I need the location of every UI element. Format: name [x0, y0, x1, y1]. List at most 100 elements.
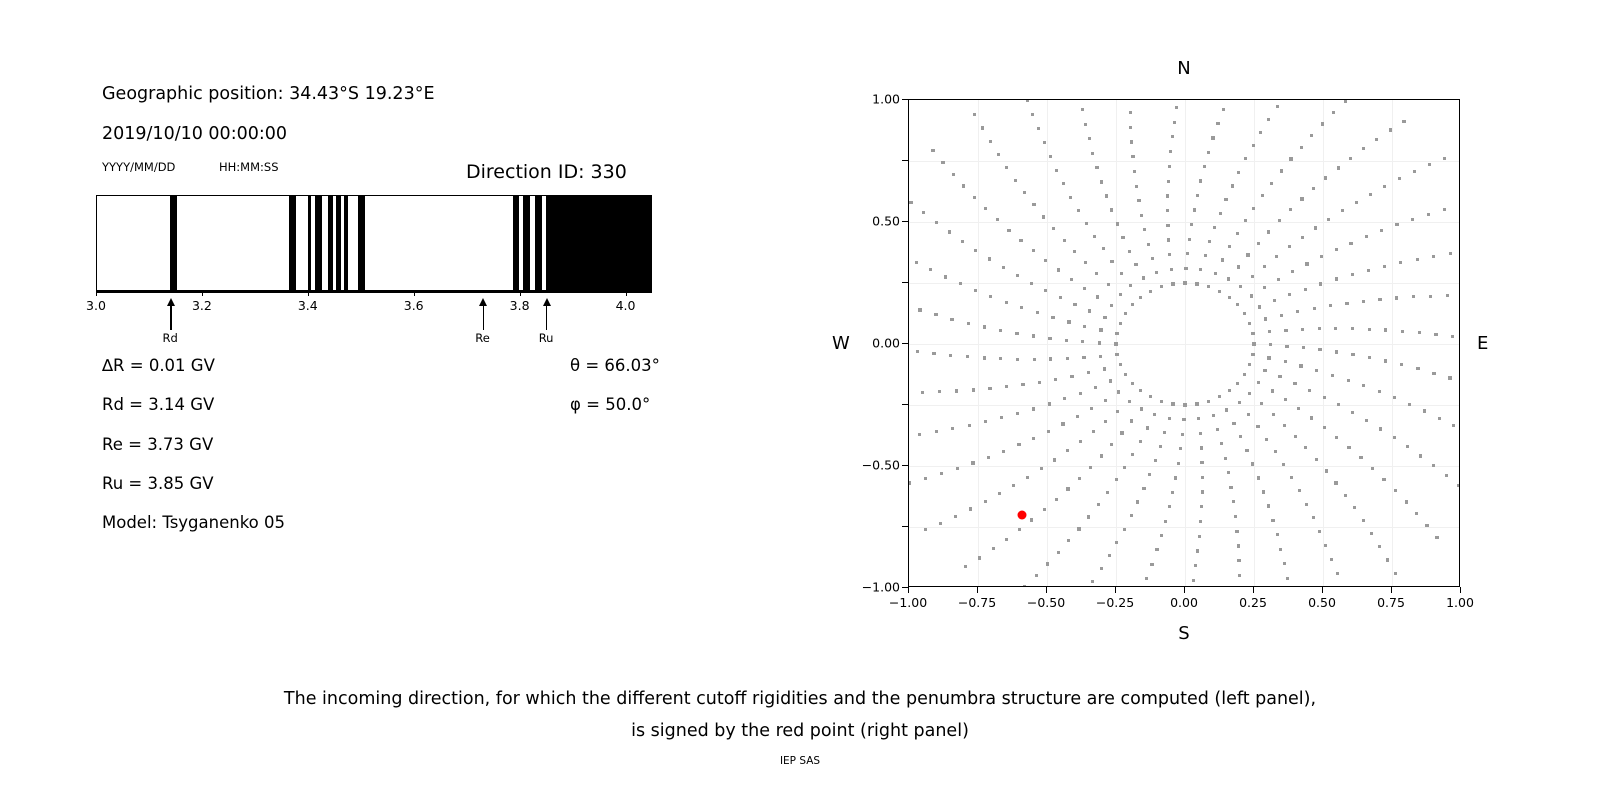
- direction-point: [1136, 500, 1140, 504]
- param-delta-r: ∆R = 0.01 GV: [102, 356, 215, 375]
- direction-point: [1375, 137, 1379, 141]
- direction-point: [939, 472, 944, 476]
- gridline-horizontal: [909, 344, 1459, 345]
- direction-point: [1361, 299, 1366, 303]
- direction-point: [1283, 398, 1288, 402]
- direction-point: [1308, 388, 1312, 392]
- direction-point: [949, 353, 953, 357]
- direction-point: [1092, 234, 1097, 238]
- direction-point: [1199, 519, 1203, 524]
- direction-point: [1444, 473, 1449, 478]
- direction-point: [1081, 340, 1085, 344]
- gridline-vertical: [1185, 100, 1186, 586]
- direction-point: [989, 294, 993, 298]
- direction-point: [1146, 426, 1150, 430]
- direction-point: [1279, 169, 1283, 173]
- direction-point: [1134, 184, 1139, 188]
- direction-point: [1378, 545, 1382, 549]
- direction-point: [918, 432, 922, 436]
- direction-point: [1270, 389, 1274, 393]
- direction-point: [1261, 194, 1265, 198]
- penumbra-band: [357, 196, 365, 290]
- polar-x-tick-label: 0.50: [1308, 595, 1336, 610]
- direction-point: [1107, 554, 1111, 558]
- direction-point: [951, 172, 955, 176]
- direction-point: [1271, 412, 1275, 416]
- direction-point: [1084, 122, 1088, 126]
- direction-point: [1079, 439, 1083, 444]
- direction-point: [1099, 180, 1104, 184]
- polar-y-tick: [902, 99, 908, 101]
- direction-point: [1208, 239, 1212, 243]
- direction-point: [1077, 527, 1081, 531]
- polar-x-tick: [1046, 587, 1048, 593]
- polar-y-tick-label: 0.50: [872, 213, 900, 229]
- penumbra-band-container: [97, 196, 651, 290]
- direction-point: [1291, 270, 1295, 274]
- direction-point: [1313, 226, 1317, 230]
- direction-point: [1000, 416, 1004, 420]
- direction-point: [1282, 463, 1286, 467]
- compass-label-north: N: [1177, 58, 1191, 79]
- direction-point: [1153, 459, 1157, 463]
- direction-point: [1035, 311, 1039, 315]
- direction-point: [1029, 281, 1033, 285]
- direction-point: [1034, 573, 1038, 577]
- direction-point: [1336, 166, 1340, 170]
- direction-point: [1200, 490, 1204, 494]
- direction-point: [1256, 241, 1260, 246]
- direction-point: [1159, 285, 1163, 289]
- direction-point: [1206, 399, 1211, 403]
- direction-point: [1411, 295, 1416, 299]
- geographic-position-label: Geographic position: 34.43°S 19.23°E: [102, 84, 435, 104]
- direction-point: [1284, 328, 1288, 333]
- direction-point: [1118, 321, 1122, 325]
- direction-point: [1445, 294, 1449, 298]
- direction-point: [950, 317, 954, 321]
- polar-x-tick: [1391, 587, 1393, 593]
- direction-point: [1045, 562, 1050, 566]
- direction-point: [991, 547, 995, 551]
- direction-point: [1081, 107, 1085, 112]
- direction-point: [1334, 481, 1338, 485]
- direction-point: [1263, 286, 1267, 290]
- direction-point: [1032, 436, 1036, 440]
- direction-point: [1197, 534, 1202, 538]
- direction-point: [1280, 313, 1284, 317]
- param-model: Model: Tsyganenko 05: [102, 513, 286, 532]
- direction-point: [1189, 222, 1194, 227]
- direction-point: [1174, 476, 1178, 480]
- direction-point: [1237, 400, 1241, 405]
- direction-point: [1419, 454, 1423, 458]
- selected-direction-marker[interactable]: [1017, 510, 1027, 520]
- direction-point: [1225, 408, 1229, 412]
- direction-point: [923, 476, 928, 481]
- gridline-horizontal: [909, 161, 1459, 162]
- direction-point: [1322, 395, 1326, 399]
- direction-point: [1417, 331, 1421, 335]
- direction-point: [1128, 110, 1133, 114]
- direction-point: [1144, 576, 1149, 580]
- arrow-head-icon: [542, 298, 551, 306]
- direction-point: [1334, 248, 1338, 252]
- direction-point: [1195, 402, 1199, 406]
- direction-point: [1236, 544, 1240, 548]
- direction-point: [1217, 395, 1222, 399]
- direction-point: [1185, 252, 1190, 256]
- polar-x-tick-label: −0.50: [1026, 595, 1066, 610]
- direction-point: [1422, 409, 1427, 413]
- direction-point: [1343, 100, 1347, 104]
- direction-point: [1216, 427, 1220, 432]
- direction-id-label: Direction ID: 330: [466, 161, 627, 183]
- direction-point: [1023, 584, 1027, 586]
- direction-point: [1159, 534, 1164, 538]
- penumbra-tick-label: 3.0: [86, 298, 106, 313]
- direction-point: [1026, 475, 1030, 480]
- direction-point: [1400, 363, 1404, 367]
- param-theta: θ = 66.03°: [570, 356, 660, 375]
- direction-point: [1067, 320, 1071, 324]
- direction-point: [1287, 244, 1291, 249]
- direction-point: [1266, 504, 1271, 508]
- polar-y-tick-label: −1.00: [861, 579, 900, 595]
- direction-point: [1032, 357, 1036, 361]
